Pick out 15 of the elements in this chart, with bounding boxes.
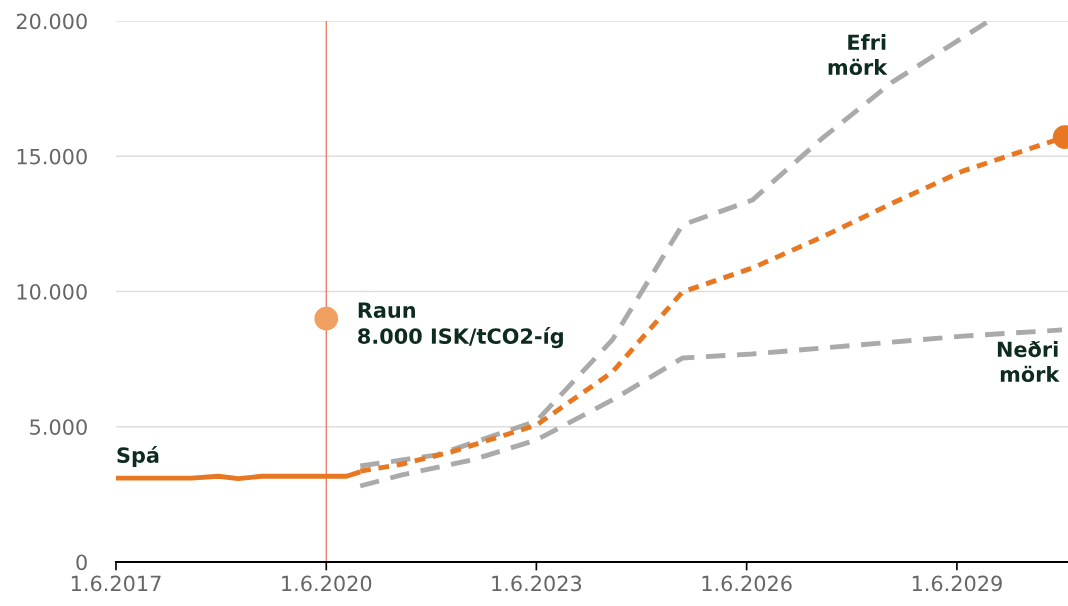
line-series bbox=[357, 327, 1065, 489]
annotation: Neðri mörk bbox=[997, 341, 1060, 383]
annotation: Spá bbox=[117, 446, 159, 468]
y-tick-label: 10.000 bbox=[17, 283, 87, 300]
x-tick-label: 1.6.2029 bbox=[912, 575, 1002, 592]
x-tick-label: 1.6.2023 bbox=[492, 575, 582, 592]
annotation: Raun 8.000 ISK/tCO2-íg bbox=[358, 302, 563, 349]
x-tick-label: 1.6.2020 bbox=[282, 575, 372, 592]
y-tick-label: 15.000 bbox=[17, 148, 87, 165]
x-tick-label: 1.6.2017 bbox=[71, 575, 161, 592]
x-tick-label: 1.6.2026 bbox=[702, 575, 792, 592]
y-tick-label: 20.000 bbox=[16, 13, 87, 30]
annotation: Efri mörk bbox=[828, 34, 888, 76]
y-tick-label: 0 bbox=[76, 554, 87, 571]
y-tick-label: 5.000 bbox=[30, 419, 87, 435]
